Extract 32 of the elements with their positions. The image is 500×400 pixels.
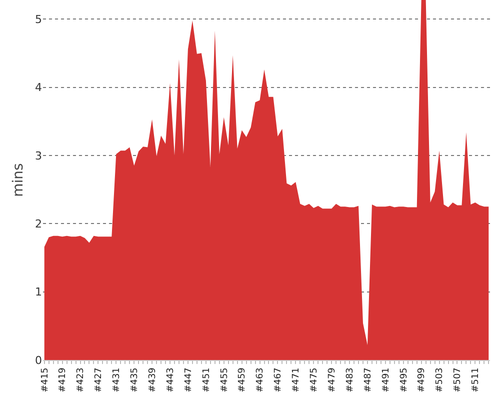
x-tick-label: #443 bbox=[166, 368, 176, 392]
x-tick-label: #463 bbox=[256, 368, 266, 392]
x-tick-label: #419 bbox=[58, 367, 68, 392]
y-axis-title: mins bbox=[10, 163, 27, 197]
y-tick-label: 0 bbox=[35, 354, 42, 367]
x-tick-label: #487 bbox=[363, 368, 374, 392]
x-tick-label: #423 bbox=[76, 368, 86, 392]
x-tick-label: #479 bbox=[328, 367, 338, 392]
x-tick-label: #459 bbox=[238, 367, 248, 392]
x-tick-label: #455 bbox=[220, 368, 230, 392]
x-tick-label: #447 bbox=[184, 368, 194, 392]
y-tick-label: 1 bbox=[35, 286, 42, 299]
x-tick-label: #503 bbox=[435, 368, 446, 392]
y-tick-label: 3 bbox=[35, 149, 42, 162]
y-tick-label: 4 bbox=[35, 81, 42, 94]
x-tick-label: #475 bbox=[310, 368, 320, 392]
x-tick-label: #451 bbox=[202, 368, 212, 392]
y-tick-label: 5 bbox=[35, 12, 42, 26]
x-tick-label: #507 bbox=[453, 368, 464, 392]
x-tick-label: #427 bbox=[94, 368, 104, 392]
x-tick-label: #495 bbox=[399, 368, 410, 392]
y-tick-label: 2 bbox=[35, 217, 42, 230]
x-tick-label: #491 bbox=[381, 368, 392, 392]
x-tick-label: #467 bbox=[274, 368, 284, 392]
x-tick-label: #415 bbox=[40, 368, 50, 392]
x-tick-label: #435 bbox=[130, 368, 140, 392]
x-tick-label: #483 bbox=[345, 368, 356, 392]
x-tick-label: #511 bbox=[471, 368, 482, 392]
x-tick-label: #439 bbox=[148, 367, 158, 392]
x-tick-label: #471 bbox=[292, 368, 302, 392]
x-tick-label: #431 bbox=[112, 368, 122, 392]
x-tick-label: #499 bbox=[417, 367, 428, 392]
